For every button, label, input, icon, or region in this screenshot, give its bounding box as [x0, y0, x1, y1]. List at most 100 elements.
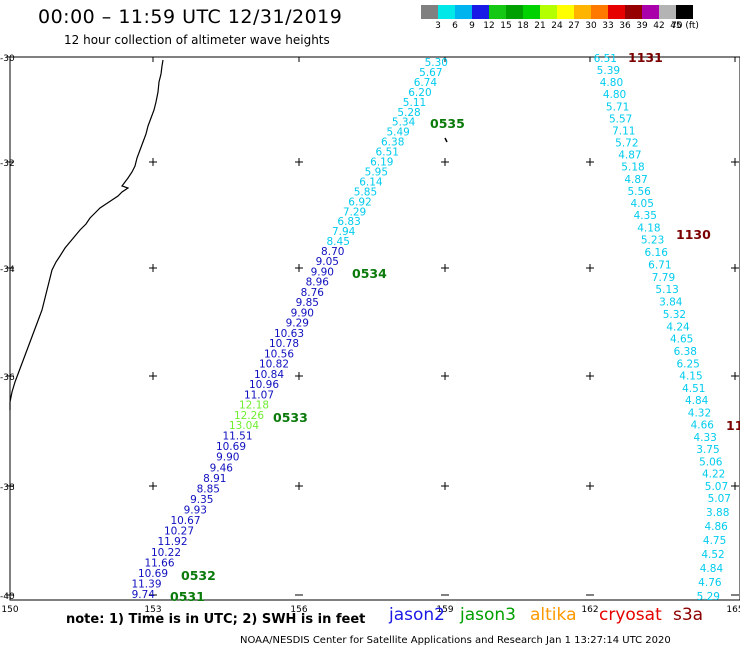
legend-s3a: s3a	[673, 605, 704, 625]
cryosat-swh-value: 4.87	[624, 174, 647, 186]
jason3-swh-value: 7.94	[332, 226, 356, 238]
cryosat-swh-value: 4.51	[682, 383, 705, 395]
cryosat-swh-value: 6.16	[645, 247, 669, 259]
jason3-swh-value: 9.90	[291, 307, 314, 319]
cryosat-swh-value: 5.56	[627, 186, 651, 198]
cryosat-swh-value: 4.35	[634, 210, 657, 222]
color-scale-label: 24	[551, 21, 563, 31]
cryosat-swh-value: 5.07	[705, 481, 728, 493]
color-scale-label: 12	[483, 21, 495, 31]
lon-tick-label: 156	[290, 605, 307, 615]
jason3-swh-value: 6.38	[381, 137, 404, 149]
color-scale-label: 70 (ft)	[671, 21, 699, 31]
credit-line: NOAA/NESDIS Center for Satellite Applica…	[240, 635, 671, 646]
cryosat-swh-value: 4.80	[600, 77, 623, 89]
jason3-swh-value: 11.66	[144, 557, 174, 569]
footer-note: note: 1) Time is in UTC; 2) SWH is in fe…	[66, 612, 366, 627]
jason3-swh-value: 9.93	[184, 505, 207, 517]
color-swatch-1	[438, 5, 455, 19]
color-scale-bar	[421, 5, 693, 19]
jason3-swh-value: 5.34	[392, 117, 416, 129]
color-swatch-14	[659, 5, 676, 19]
cryosat-swh-value: 5.18	[621, 162, 644, 174]
cryosat-swh-value: 4.75	[703, 535, 726, 547]
cryosat-swh-value: 5.29	[697, 591, 720, 603]
color-swatch-13	[642, 5, 659, 19]
jason3-swh-value: 6.14	[359, 176, 383, 188]
jason3-swh-value: 7.29	[343, 206, 366, 218]
cryosat-swh-value: 4.86	[704, 521, 728, 533]
color-swatch-4	[489, 5, 506, 19]
jason3-time-label: 0532	[181, 568, 216, 583]
jason3-swh-value: 11.92	[157, 536, 187, 548]
jason3-swh-value: 9.74	[132, 589, 156, 601]
jason3-swh-value: 6.83	[337, 216, 360, 228]
lon-tick-label: 153	[144, 605, 161, 615]
color-scale-label: 45	[670, 21, 682, 31]
legend-jason3: jason3	[460, 605, 516, 625]
cryosat-swh-value: 4.24	[666, 321, 690, 333]
color-scale-labels: 3 6 9 12 15 18 21 24 27 30 33 36 39 42 45 70 (ft)	[421, 21, 740, 35]
jason3-swh-value: 8.76	[301, 287, 325, 299]
cryosat-swh-value: 5.06	[699, 456, 723, 468]
jason3-time-label: 0531	[170, 589, 205, 604]
jason3-swh-value: 11.07	[244, 389, 274, 401]
jason3-swh-value: 10.69	[138, 568, 168, 580]
cryosat-swh-value: 5.13	[655, 284, 678, 296]
cryosat-swh-value: 4.33	[693, 432, 716, 444]
color-swatch-9	[574, 5, 591, 19]
jason3-swh-value: 9.85	[296, 297, 319, 309]
cryosat-swh-value: 5.32	[663, 309, 686, 321]
lat-tick-label: -38	[0, 483, 15, 493]
lat-tick-label: -30	[0, 54, 15, 64]
cryosat-time-label: 1131	[628, 50, 663, 65]
jason3-swh-value: 10.56	[264, 348, 294, 360]
jason3-swh-value: 5.67	[419, 67, 442, 79]
jason3-swh-value: 8.96	[306, 277, 330, 289]
jason3-swh-value: 8.45	[327, 236, 350, 248]
jason3-swh-value: 9.90	[311, 266, 334, 278]
jason3-swh-value: 8.85	[197, 483, 220, 495]
cryosat-swh-value: 5.07	[708, 493, 731, 505]
cryosat-swh-value: 6.71	[648, 259, 671, 271]
cryosat-time-label: 11	[726, 418, 740, 433]
color-swatch-3	[472, 5, 489, 19]
cryosat-swh-value: 4.65	[670, 334, 693, 346]
color-scale-label: 42	[653, 21, 665, 31]
cryosat-swh-value: 7.11	[612, 125, 635, 137]
jason3-swh-value: 10.69	[216, 441, 246, 453]
lon-tick-label: 162	[581, 605, 598, 615]
color-swatch-11	[608, 5, 625, 19]
cryosat-swh-value: 4.15	[679, 371, 702, 383]
jason3-swh-value: 13.04	[229, 420, 259, 432]
color-scale-label: 27	[568, 21, 580, 31]
jason3-swh-value: 9.46	[210, 462, 234, 474]
cryosat-swh-value: 4.76	[698, 577, 722, 589]
color-swatch-5	[506, 5, 523, 19]
jason3-swh-value: 11.51	[222, 431, 252, 443]
cryosat-swh-value: 3.84	[659, 297, 683, 309]
axis-labels-layer: -30 -32 -34 -36 -38 -40 150 153 156 159 162 165	[0, 54, 740, 615]
color-scale-label: 30	[585, 21, 597, 31]
coastline	[9, 59, 164, 410]
jason3-swh-value: 5.11	[403, 97, 426, 109]
cryosat-swh-value: 3.88	[706, 507, 729, 519]
color-swatch-15	[676, 5, 693, 19]
color-scale-label: 3	[435, 21, 441, 31]
jason3-swh-value: 9.05	[316, 256, 339, 268]
jason3-time-label: 0533	[273, 410, 308, 425]
cryosat-swh-value: 4.66	[691, 420, 715, 432]
cryosat-swh-value: 4.80	[603, 89, 626, 101]
jason3-swh-value: 8.70	[321, 246, 344, 258]
lat-tick-label: -36	[0, 373, 15, 383]
grid-layer	[6, 56, 739, 596]
jason3-time-label: 0534	[352, 266, 387, 281]
cryosat-swh-value: 4.32	[688, 407, 711, 419]
lon-tick-label: 150	[1, 605, 18, 615]
legend-altika: altika	[530, 605, 577, 625]
color-scale-label: 9	[469, 21, 475, 31]
cryosat-swh-value: 4.18	[637, 222, 660, 234]
color-swatch-8	[557, 5, 574, 19]
cryosat-swh-value: 5.71	[606, 101, 629, 113]
